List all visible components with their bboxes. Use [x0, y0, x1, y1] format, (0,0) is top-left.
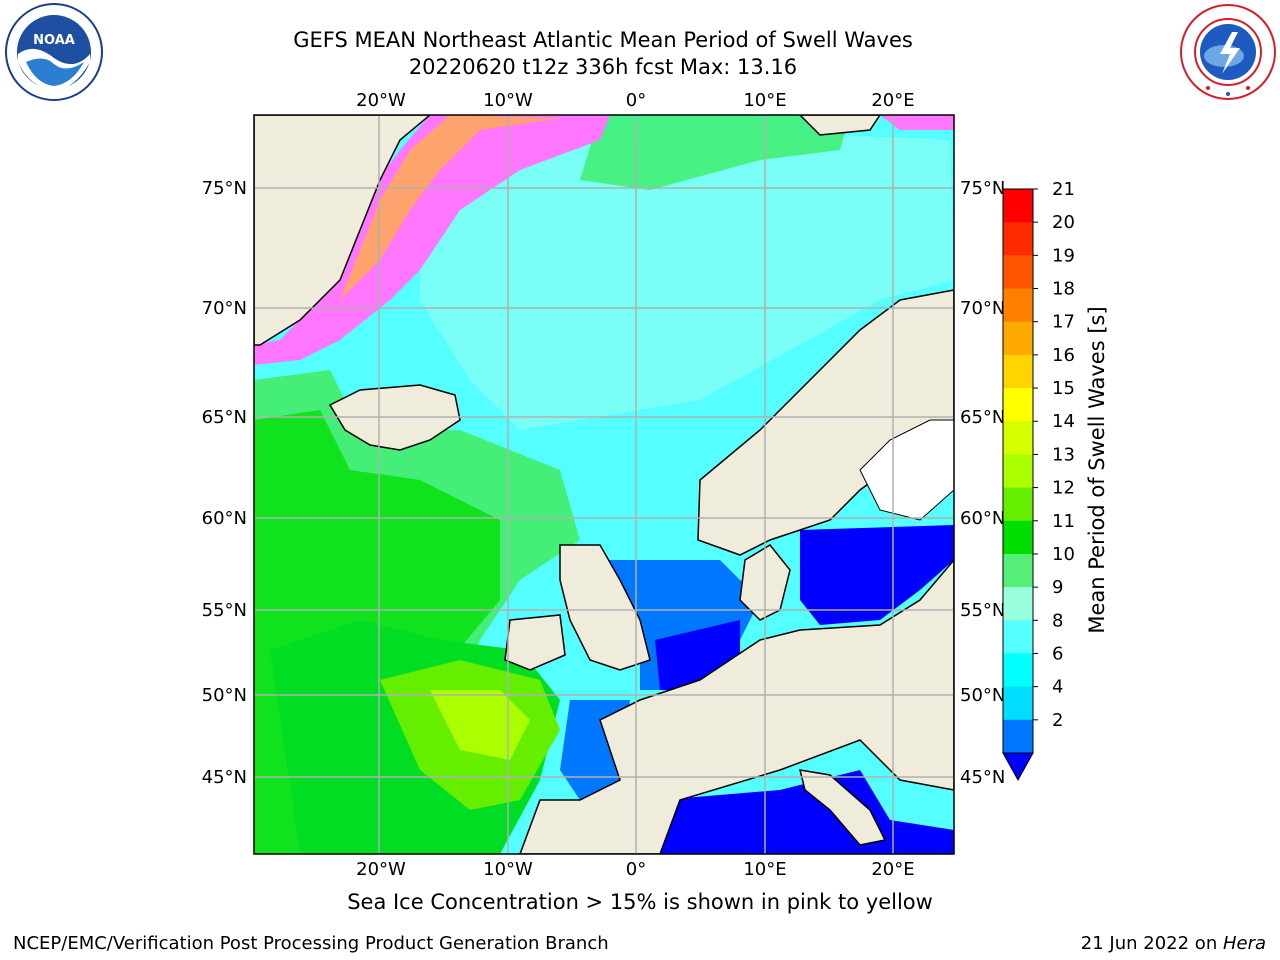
lon-label-top: 0° [626, 90, 646, 111]
noaa-logo: NOAA [5, 3, 103, 101]
lat-label-right: 45°N [960, 767, 1005, 788]
colorbar-segment [1003, 321, 1033, 356]
colorbar-tick-label: 9 [1052, 577, 1063, 598]
period-band-baltic [800, 525, 954, 625]
lat-label-left: 55°N [202, 600, 247, 621]
colorbar-tick-label: 4 [1052, 677, 1063, 698]
colorbar-segment [1003, 255, 1033, 290]
map-frame [253, 114, 955, 855]
land-great-britain [559, 544, 651, 671]
lat-label-left: 75°N [202, 178, 247, 199]
colorbar-segment [1003, 553, 1033, 588]
land-italy [798, 769, 887, 846]
graticule [254, 115, 954, 854]
lat-label-left: 60°N [202, 508, 247, 529]
footer-credit: NCEP/EMC/Verification Post Processing Pr… [13, 933, 609, 954]
colorbar-segment [1003, 222, 1033, 256]
colorbar-tick-label: 17 [1052, 312, 1075, 333]
colorbar-segment [1003, 719, 1033, 754]
colorbar-ticks: 21 20 19 18 17 16 15 14 13 12 11 10 9 8 6 4 2 [1033, 179, 1075, 731]
colorbar-outline [1002, 188, 1034, 754]
sea-ice-edge [254, 115, 610, 365]
lat-label-left: 50°N [202, 685, 247, 706]
colorbar [1002, 188, 1034, 782]
colorbar-segment [1003, 487, 1033, 522]
lat-label-right: 60°N [960, 508, 1005, 529]
svg-text:NOAA: NOAA [33, 33, 75, 48]
lon-label-top: 20°W [356, 90, 406, 111]
lon-label-bottom: 10°E [743, 859, 786, 880]
colorbar-segment [1003, 686, 1033, 721]
map-area [254, 115, 954, 854]
colorbar-tick-label: 15 [1052, 378, 1075, 399]
colorbar-tick-label: 18 [1052, 279, 1075, 300]
colorbar-tick-label: 11 [1052, 511, 1075, 532]
sea-ice-core [340, 115, 560, 300]
chart-subtitle: 20220620 t12z 336h fcst Max: 13.16 [408, 55, 798, 79]
land-ireland [504, 614, 566, 671]
colorbar-tick-label: 20 [1052, 212, 1075, 233]
lat-label-right: 50°N [960, 685, 1005, 706]
lon-label-top: 10°E [743, 90, 786, 111]
colorbar-tick-label: 13 [1052, 444, 1075, 465]
lat-label-right: 65°N [960, 407, 1005, 428]
colorbar-segment [1003, 454, 1033, 489]
period-band-8-9 [420, 130, 954, 430]
colorbar-tick-label: 10 [1052, 544, 1075, 565]
colorbar-tick-label: 6 [1052, 643, 1063, 664]
colorbar-segment [1003, 620, 1033, 654]
lon-label-top: 10°W [483, 90, 533, 111]
sea-ice-svalbard [880, 115, 954, 130]
lon-label-bottom: 10°W [483, 859, 533, 880]
colorbar-segment [1003, 189, 1033, 223]
colorbar-tick-label: 8 [1052, 610, 1063, 631]
sea-ice-note: Sea Ice Concentration > 15% is shown in … [347, 890, 933, 914]
lat-label-left: 70°N [202, 298, 247, 319]
colorbar-tick-label: 14 [1052, 411, 1075, 432]
period-band-12-13 [430, 690, 530, 760]
lat-label-right: 75°N [960, 178, 1005, 199]
lon-label-bottom: 0° [626, 859, 646, 880]
colorbar-segment [1003, 421, 1033, 455]
colorbar-segment [1003, 653, 1033, 688]
period-band-north [580, 115, 850, 190]
lon-label-bottom: 20°W [356, 859, 406, 880]
chart-title: GEFS MEAN Northeast Atlantic Mean Period… [293, 28, 913, 52]
footer-machine: Hera [1222, 933, 1266, 954]
land-svalbard [798, 115, 881, 136]
colorbar-tick-label: 2 [1052, 710, 1063, 731]
footer-date: 21 Jun 2022 on Hera [1081, 933, 1266, 954]
lat-label-left: 45°N [202, 767, 247, 788]
colorbar-segment [1003, 587, 1033, 621]
land-greenland [254, 115, 432, 346]
lat-label-right: 55°N [960, 600, 1005, 621]
gulf-of-bothnia [859, 419, 954, 521]
lat-label-left: 65°N [202, 407, 247, 428]
colorbar-extend-arrow [1002, 752, 1034, 782]
colorbar-tick-label: 21 [1052, 179, 1075, 200]
colorbar-segment [1003, 288, 1033, 323]
colorbar-tick-label: 19 [1052, 245, 1075, 266]
footer-date-text: 21 Jun 2022 on [1080, 933, 1223, 954]
colorbar-title: Mean Period of Swell Waves [s] [1085, 306, 1109, 634]
nws-logo [1180, 4, 1276, 100]
colorbar-tick-label: 12 [1052, 478, 1075, 499]
colorbar-segment [1003, 388, 1033, 422]
colorbar-segment [1003, 520, 1033, 555]
colorbar-tick-label: 16 [1052, 345, 1075, 366]
colorbar-segment [1003, 354, 1033, 389]
land-continental-europe [519, 558, 954, 854]
lat-label-right: 70°N [960, 298, 1005, 319]
lon-label-top: 20°E [871, 90, 914, 111]
lon-label-bottom: 20°E [871, 859, 914, 880]
